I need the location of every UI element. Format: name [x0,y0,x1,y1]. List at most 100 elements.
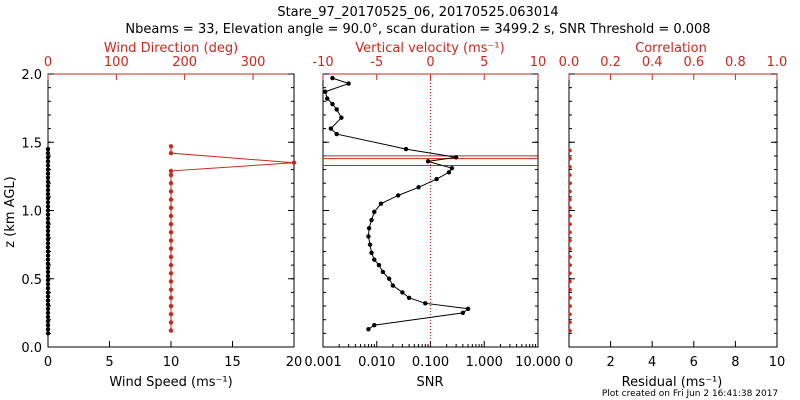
data-point-snr [465,306,471,311]
data-point-correlation [568,263,572,267]
top-tick-label: -10 [312,55,333,70]
data-point-wind-direction [168,254,174,260]
y-tick-label: 1.5 [21,136,42,151]
series-line-wind-direction [170,146,295,331]
plot-created-note: Plot created on Fri Jun 2 16:41:38 2017 [602,389,778,399]
data-point-wind-direction [291,160,297,165]
top-tick-label: 300 [241,55,266,70]
data-point-wind-speed [45,167,51,172]
middle-top-axis-label: Vertical velocity (ms⁻¹) [355,41,504,56]
top-tick-label: 0.4 [642,55,663,70]
data-point-wind-speed [45,257,51,262]
data-point-wind-speed [45,249,51,254]
x-tick-label: 5 [105,355,113,370]
data-point-snr [346,81,351,86]
data-point-snr [372,322,377,328]
data-point-wind-speed [45,314,51,320]
data-point-correlation [568,165,572,169]
data-point-correlation [568,189,572,194]
data-point-snr [460,310,466,316]
data-point-correlation [568,173,572,177]
x-tick-label: 4 [648,355,656,370]
data-point-wind-speed [45,155,51,160]
data-point-wind-speed [45,179,51,185]
data-point-wind-speed [45,228,51,234]
data-point-snr [446,170,452,175]
data-point-snr [395,193,401,198]
data-point-correlation [568,181,572,185]
data-point-wind-speed [45,204,51,209]
x-tick-label: 10 [163,355,180,370]
data-point-wind-speed [45,322,51,328]
data-point-snr [366,327,371,332]
data-point-wind-speed [45,171,51,176]
x-tick-label: 0.010 [358,355,395,370]
top-tick-label: 0.0 [559,55,580,70]
top-tick-label: 200 [172,55,197,70]
data-point-wind-speed [45,183,51,189]
data-point-wind-speed [45,265,51,271]
data-point-snr [328,126,334,131]
data-point-wind-speed [45,298,51,303]
data-point-wind-direction [168,246,174,251]
data-point-wind-direction [168,238,174,243]
data-point-wind-speed [45,245,51,250]
data-point-wind-speed [45,216,51,221]
chart-subtitle: Nbeams = 33, Elevation angle = 90.0°, sc… [125,22,710,37]
data-point-snr [367,242,373,247]
data-point-snr [453,155,459,160]
data-point-wind-speed [45,261,51,266]
y-tick-label: 1.0 [21,205,42,220]
data-point-snr [400,290,405,295]
data-point-correlation [568,246,572,251]
data-point-wind-direction [168,320,174,325]
left-x-axis-label: Wind Speed (ms⁻¹) [109,375,232,390]
data-point-wind-speed [45,200,51,205]
data-point-snr [330,75,335,81]
x-tick-label: 15 [224,355,241,370]
data-point-correlation [568,197,572,202]
x-tick-label: 10.000 [515,355,561,370]
data-point-snr [378,201,384,206]
data-point-wind-direction [168,213,174,219]
middle-panel-frame [322,73,539,348]
data-point-wind-direction [168,144,174,149]
y-tick-label: 0.0 [21,341,42,356]
x-tick-label: 0 [44,355,52,370]
data-point-snr [334,107,339,112]
data-point-correlation [568,287,572,292]
x-tick-label: 10 [769,355,786,370]
data-point-wind-direction [168,262,174,268]
x-tick-label: 6 [690,355,698,370]
data-point-wind-direction [168,168,174,174]
data-point-wind-direction [168,181,174,186]
data-point-snr [416,185,421,190]
top-tick-label: 0.8 [725,55,746,70]
series-line-snr [324,77,470,330]
data-point-wind-direction [168,312,174,317]
y-axis-label: z (km AGL) [3,176,18,247]
data-point-wind-speed [45,286,51,291]
data-point-correlation [568,214,572,218]
data-point-wind-direction [168,189,174,194]
data-point-snr [372,209,377,215]
top-tick-label: 5 [480,55,488,70]
data-point-wind-direction [168,303,174,309]
data-point-wind-speed [45,220,51,225]
top-tick-label: 1.0 [767,55,788,70]
data-point-snr [369,250,374,256]
data-point-correlation [568,304,572,308]
top-tick-label: 0.2 [600,55,621,70]
data-point-wind-speed [45,163,51,168]
right-top-axis-label: Correlation [635,41,707,56]
data-point-wind-speed [45,253,51,258]
data-point-wind-speed [45,302,51,307]
data-point-correlation [568,205,572,210]
left-top-axis-label: Wind Direction (deg) [104,41,238,56]
middle-x-axis-label: SNR [416,375,443,390]
data-point-wind-speed [45,224,51,230]
data-point-snr [386,276,392,281]
x-tick-label: 8 [731,355,739,370]
data-point-snr [434,176,439,182]
